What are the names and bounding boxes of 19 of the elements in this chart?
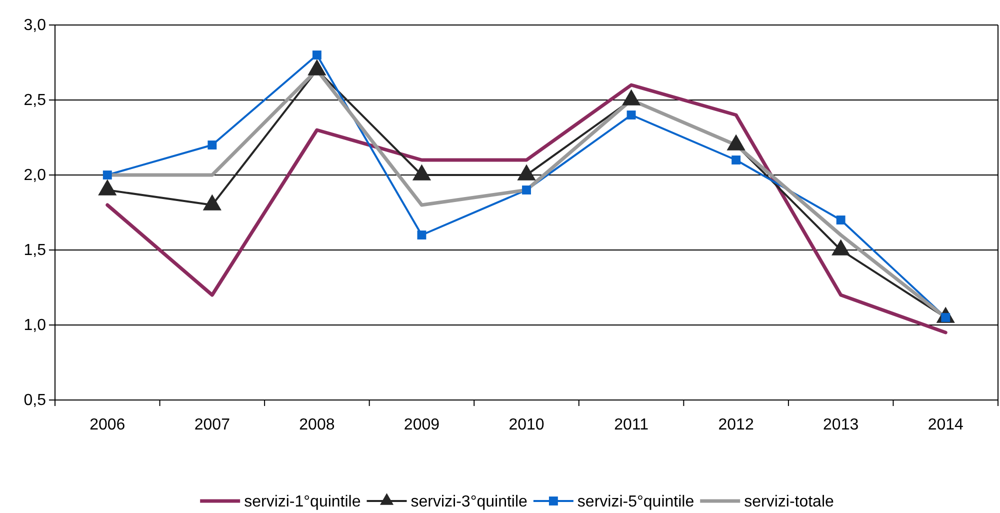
x-tick-label: 2006 — [90, 416, 126, 434]
x-tick-label: 2010 — [508, 416, 544, 434]
x-tick-label: 2007 — [194, 416, 230, 434]
y-tick-label: 1,0 — [24, 317, 46, 334]
x-tick-label: 2008 — [299, 416, 335, 434]
legend-label: servizi-totale — [744, 494, 834, 511]
legend-label: servizi-1°quintile — [244, 494, 361, 511]
y-tick-label: 0,5 — [24, 392, 46, 410]
x-tick-label: 2012 — [718, 416, 754, 434]
y-tick-label: 3,0 — [24, 17, 46, 34]
x-tick-label: 2009 — [404, 416, 440, 434]
x-tick-label: 2013 — [823, 416, 859, 434]
x-tick-label: 2014 — [928, 416, 964, 434]
x-tick-label: 2011 — [614, 416, 649, 434]
y-tick-label: 2,0 — [24, 167, 46, 184]
y-tick-label: 2,5 — [24, 92, 46, 110]
legend-label: servizi-3°quintile — [410, 494, 528, 511]
legend-label: servizi-5°quintile — [577, 494, 694, 511]
y-tick-label: 1,5 — [24, 242, 46, 260]
